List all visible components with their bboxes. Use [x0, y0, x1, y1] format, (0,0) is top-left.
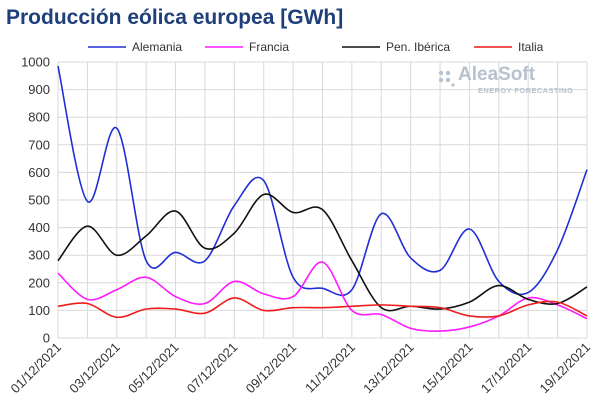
y-tick-label: 200 — [28, 275, 50, 290]
x-tick-label: 03/12/2021 — [66, 340, 123, 397]
y-tick-label: 800 — [28, 110, 50, 125]
series-lines — [57, 65, 588, 332]
legend-label: Pen. Ibérica — [386, 40, 450, 54]
aleasoft-logo-icon — [438, 70, 455, 87]
y-axis-ticks: 0 100 200 300 400 500 600 700 800 900 1000 — [21, 55, 50, 346]
y-tick-label: 900 — [28, 82, 50, 97]
y-tick-label: 1000 — [21, 55, 50, 70]
y-tick-label: 100 — [28, 303, 50, 318]
y-tick-label: 300 — [28, 248, 50, 263]
x-tick-label: 19/12/2021 — [536, 340, 593, 397]
legend-label: Francia — [249, 40, 289, 54]
x-tick-label: 15/12/2021 — [419, 340, 476, 397]
chart-title: Producción eólica europea [GWh] — [6, 6, 344, 29]
series-line-pen-ib-rica — [57, 193, 588, 312]
series-line-alemania — [57, 65, 588, 297]
grid-lines — [57, 61, 588, 339]
logo-tagline: ENERGY FORECASTING — [478, 86, 574, 95]
x-tick-label: 11/12/2021 — [302, 340, 358, 396]
legend: Alemania Francia Pen. Ibérica Italia — [88, 40, 544, 54]
aleasoft-logo: AleaSoft ENERGY FORECASTING — [436, 64, 586, 98]
legend-label: Alemania — [132, 40, 182, 54]
y-tick-label: 700 — [28, 137, 50, 152]
x-tick-label: 13/12/2021 — [360, 340, 417, 397]
x-tick-label: 05/12/2021 — [125, 340, 182, 397]
y-tick-label: 500 — [28, 193, 50, 208]
x-tick-label: 07/12/2021 — [184, 340, 241, 397]
y-tick-label: 400 — [28, 220, 50, 235]
y-tick-label: 600 — [28, 165, 50, 180]
logo-name: AleaSoft — [458, 64, 536, 85]
x-axis-ticks: 01/12/2021 03/12/2021 05/12/2021 07/12/2021… — [7, 340, 593, 397]
legend-label: Italia — [518, 40, 544, 54]
x-tick-label: 17/12/2021 — [478, 340, 535, 397]
series-line-italia — [57, 297, 588, 319]
x-tick-label: 01/12/2021 — [7, 340, 64, 397]
y-tick-label: 0 — [43, 331, 50, 346]
x-tick-label: 09/12/2021 — [243, 340, 300, 397]
